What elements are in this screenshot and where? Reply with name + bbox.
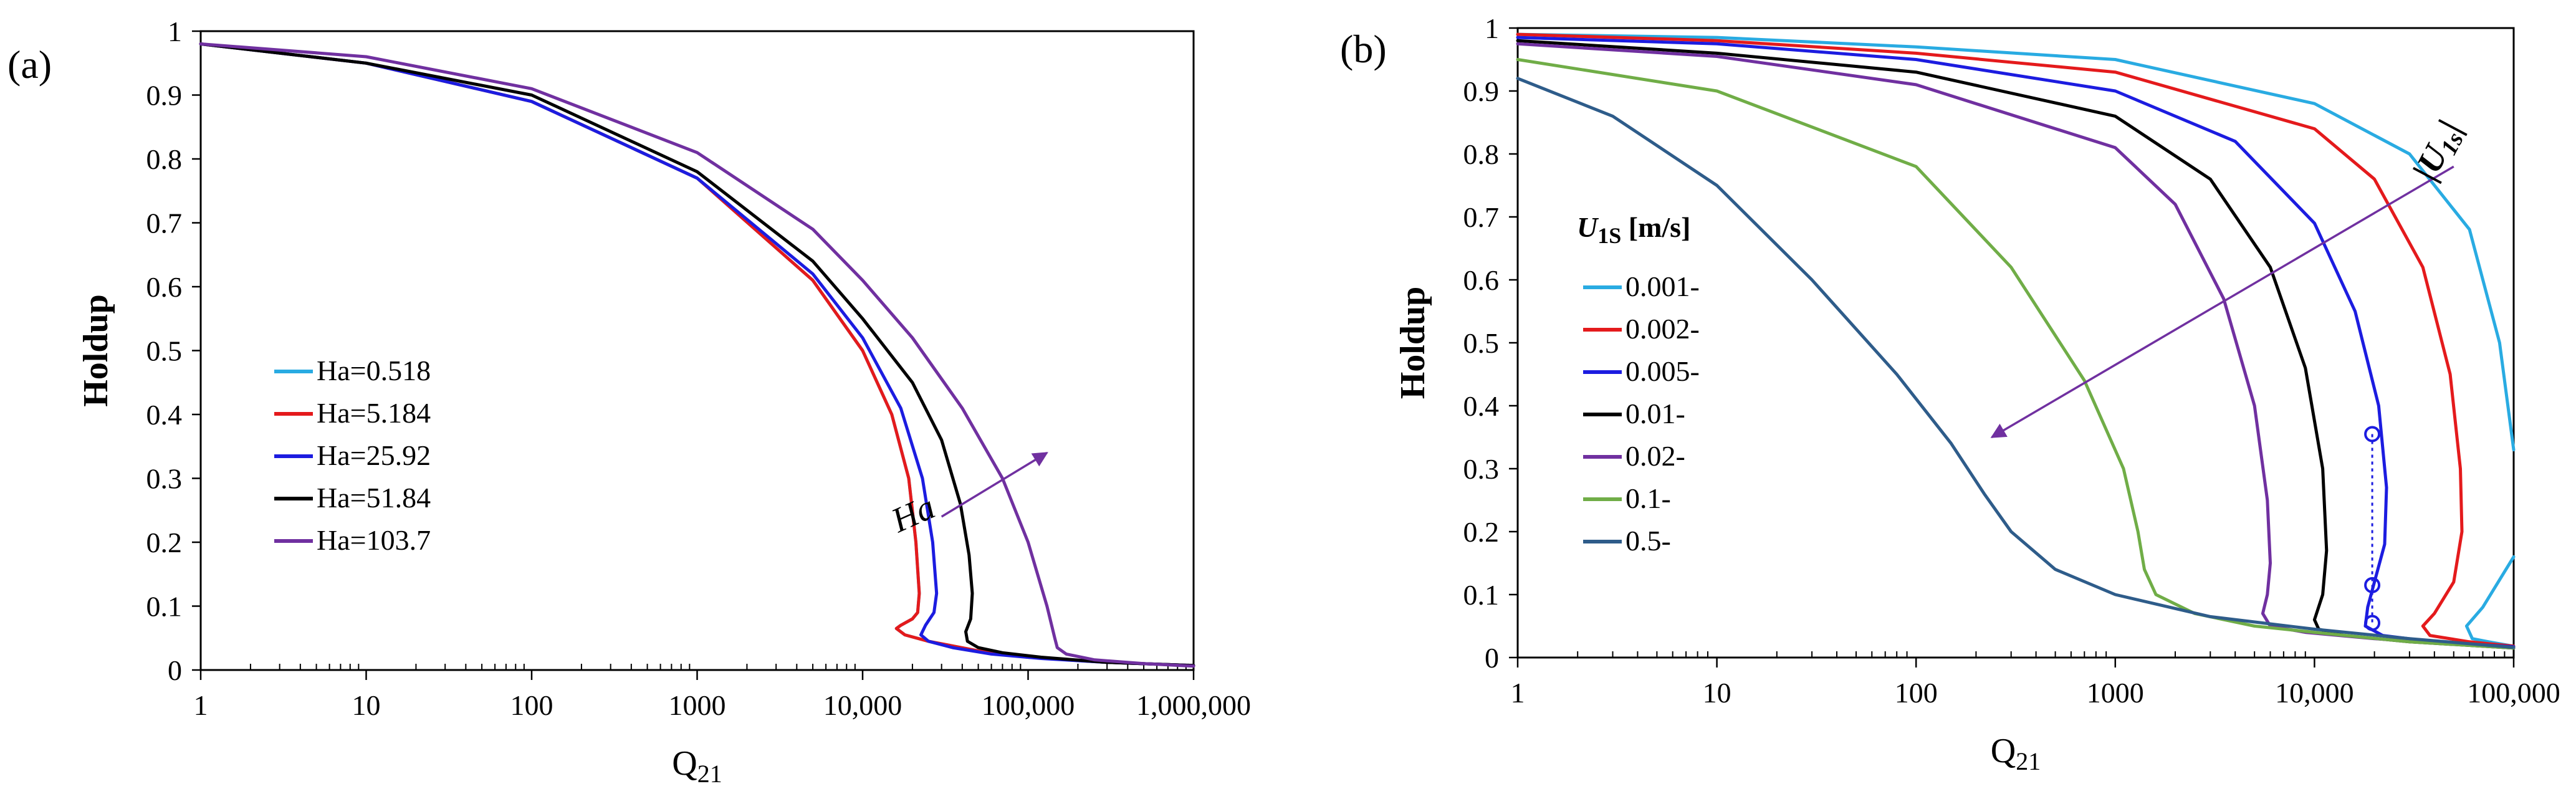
y-tick-label: 0.1 xyxy=(1463,579,1500,611)
x-tick-label: 10,000 xyxy=(2275,677,2354,709)
legend-label: Ha=51.84 xyxy=(317,482,431,514)
legend-label: Ha=0.518 xyxy=(317,355,431,386)
y-tick-label: 0.9 xyxy=(1463,75,1500,107)
series-line-6 xyxy=(1516,77,2516,649)
series-line-1 xyxy=(1516,32,2516,648)
y-tick-label: 0.4 xyxy=(1463,390,1500,422)
legend-label: 0.005- xyxy=(1626,355,1700,387)
x-axis-label: Q21 xyxy=(672,744,722,788)
chart-panel-b: (b) 1 10 100 1000 10,000 100,000 0 0.1 0.2 0.3 0.4 0… xyxy=(1340,12,2560,775)
chart-panel-a: (a) 1 10 100 1000 10,000 100,000 1,000,000 0 0.1 0… xyxy=(7,16,1251,788)
legend-title: U1S [m/s] xyxy=(1577,211,1690,248)
x-tick-label: 1 xyxy=(194,689,208,721)
x-tick-label: 10,000 xyxy=(823,689,903,721)
legend-label: 0.002- xyxy=(1626,313,1700,345)
legend-label: 0.001- xyxy=(1626,270,1700,302)
y-tick-label: 0.6 xyxy=(146,271,183,303)
panel-label: (b) xyxy=(1340,27,1387,71)
legend-label: Ha=25.92 xyxy=(317,439,431,471)
legend-label: 0.01- xyxy=(1626,398,1685,429)
y-axis-label: Holdup xyxy=(1394,287,1432,400)
y-tick-label: 0.6 xyxy=(1463,264,1500,296)
annotation-label: |U1s| xyxy=(2406,114,2472,188)
series-line-0 xyxy=(1516,32,2516,648)
y-tick-label: 0.8 xyxy=(1463,138,1500,170)
x-tick-label: 10 xyxy=(352,689,381,721)
legend-label: Ha=103.7 xyxy=(317,524,431,556)
annotation-arrow xyxy=(941,452,1048,518)
x-tick-label: 100 xyxy=(510,689,553,721)
legend-label: 0.5- xyxy=(1626,525,1671,557)
x-axis-label-sub: 21 xyxy=(2016,747,2041,775)
annotation-arrow xyxy=(1990,165,2454,439)
data-point-marker xyxy=(2364,615,2381,631)
plot-frame xyxy=(199,30,1195,671)
x-tick-label: 10 xyxy=(1703,677,1731,709)
legend-title-rest: [m/s] xyxy=(1621,211,1690,243)
y-tick-label: 0.7 xyxy=(146,208,183,239)
x-tick-label: 1,000,000 xyxy=(1136,689,1251,721)
y-tick-label: 1 xyxy=(168,16,182,47)
series-line-3 xyxy=(199,42,1195,668)
x-tick-label: 1 xyxy=(1511,677,1525,709)
y-tick-label: 0.2 xyxy=(1463,516,1500,548)
series-line-5 xyxy=(1516,58,2516,650)
y-tick-label: 0.7 xyxy=(1463,201,1500,233)
y-tick-label: 1 xyxy=(1485,12,1499,44)
x-tick-label: 100,000 xyxy=(2467,677,2560,709)
y-tick-label: 0.5 xyxy=(146,335,183,367)
x-axis-label: Q21 xyxy=(1991,732,2041,775)
legend-title-sub: 1S xyxy=(1597,223,1621,248)
data-point-marker xyxy=(2364,577,2381,593)
y-tick-label: 0.3 xyxy=(146,463,183,495)
y-tick-label: 0.1 xyxy=(146,591,183,623)
x-tick-label: 100,000 xyxy=(982,689,1075,721)
legend-title-main: U xyxy=(1577,211,1599,243)
legend-label: 0.02- xyxy=(1626,440,1685,472)
legend-label: 0.1- xyxy=(1626,482,1671,514)
y-tick-label: 0 xyxy=(168,654,182,686)
y-tick-label: 0.3 xyxy=(1463,453,1500,485)
panel-label: (a) xyxy=(7,42,52,87)
y-tick-label: 0.2 xyxy=(146,527,183,558)
y-axis-label: Holdup xyxy=(77,294,115,407)
x-axis-label-sub: 21 xyxy=(697,760,722,788)
y-tick-label: 0 xyxy=(1485,642,1499,674)
series-line-4 xyxy=(199,42,1195,668)
x-tick-label: 1000 xyxy=(2087,677,2144,709)
y-tick-label: 0.8 xyxy=(146,143,183,175)
data-point-marker xyxy=(2364,426,2381,443)
series-line-2 xyxy=(199,42,1195,668)
legend-label: Ha=5.184 xyxy=(317,397,431,429)
y-tick-label: 0.9 xyxy=(146,80,183,112)
y-tick-label: 0.5 xyxy=(1463,327,1500,359)
y-tick-label: 0.4 xyxy=(146,399,183,431)
x-tick-label: 100 xyxy=(1895,677,1938,709)
x-tick-label: 1000 xyxy=(669,689,726,721)
